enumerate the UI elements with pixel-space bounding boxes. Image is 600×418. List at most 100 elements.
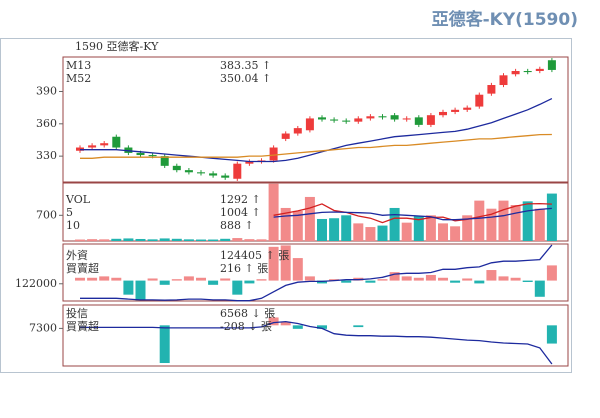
- candle-body: [148, 155, 157, 157]
- legend-name: 買賣超: [66, 261, 99, 275]
- bar: [317, 325, 327, 329]
- bar: [135, 280, 146, 301]
- bar: [171, 279, 182, 281]
- legend-value: 383.35 ↑: [220, 59, 271, 72]
- bar: [87, 277, 98, 281]
- candle-body: [535, 68, 544, 72]
- candle-body: [305, 118, 314, 131]
- bar: [208, 239, 219, 241]
- bar: [329, 279, 340, 281]
- bar: [232, 280, 243, 295]
- candle-body: [414, 117, 423, 125]
- bar: [546, 193, 557, 241]
- bar: [171, 238, 182, 241]
- candle-body: [318, 117, 326, 120]
- candle-body: [547, 60, 556, 70]
- bar: [196, 277, 206, 281]
- candle-body: [487, 85, 496, 94]
- candle-body: [112, 136, 121, 148]
- legend-name: VOL: [65, 193, 91, 206]
- bar: [123, 280, 134, 295]
- legend-name: 投信: [66, 306, 88, 320]
- bar: [341, 280, 352, 283]
- bar: [99, 239, 110, 241]
- bar: [99, 276, 110, 281]
- y-tick-label: 700: [36, 208, 57, 221]
- y-tick-label: 360: [36, 117, 57, 130]
- candle-body: [366, 116, 375, 119]
- page-title: 亞德客-KY(1590): [432, 9, 578, 30]
- line-series: [273, 207, 552, 221]
- bar: [220, 278, 231, 281]
- bar: [425, 274, 436, 281]
- legend-name: 10: [66, 219, 80, 232]
- bar: [292, 325, 303, 329]
- candle-body: [136, 152, 145, 156]
- candle-body: [378, 116, 387, 118]
- bar: [389, 272, 400, 281]
- candle-body: [172, 165, 181, 171]
- bar: [292, 258, 303, 281]
- legend-value: 124405 ↑ 張: [220, 249, 289, 262]
- candle-body: [100, 143, 109, 146]
- bar: [244, 280, 255, 284]
- candle-body: [426, 115, 435, 125]
- candle-body: [475, 94, 484, 107]
- bar: [268, 246, 279, 281]
- bar: [546, 325, 557, 344]
- bar: [244, 239, 255, 241]
- bar: [450, 226, 461, 241]
- bar: [75, 239, 85, 241]
- bar: [498, 276, 509, 281]
- y-tick-label: 122000: [15, 277, 57, 290]
- bar: [280, 321, 291, 326]
- candle-body: [293, 128, 302, 134]
- bar: [401, 276, 412, 281]
- panel-frame: [62, 56, 569, 183]
- bar: [498, 200, 509, 241]
- bar: [111, 277, 122, 281]
- panel-frame: [62, 243, 569, 302]
- bar: [413, 216, 424, 241]
- bar: [401, 222, 412, 241]
- legend-value: -208 ↓ 張: [220, 320, 272, 333]
- bar: [474, 280, 485, 284]
- bar: [147, 278, 158, 281]
- bar: [462, 215, 473, 241]
- candle-body: [354, 118, 363, 122]
- bar: [183, 239, 194, 241]
- bar: [292, 210, 303, 241]
- legend-value: 1004 ↑: [220, 206, 261, 219]
- bar: [341, 215, 352, 241]
- legend-name: 外資: [66, 249, 88, 262]
- bar: [438, 223, 448, 241]
- candle-body: [511, 71, 520, 75]
- chart-header: 1590 亞德客-KY: [75, 39, 159, 53]
- bar: [268, 317, 279, 326]
- bar: [425, 215, 436, 241]
- line-series: [80, 133, 552, 159]
- bar: [522, 280, 533, 282]
- candle-body: [439, 111, 447, 116]
- bar: [317, 218, 327, 241]
- panel-frame: [62, 304, 569, 367]
- candle-body: [233, 163, 242, 179]
- line-series: [80, 320, 553, 365]
- bar: [329, 218, 340, 241]
- bar: [438, 277, 448, 281]
- bar: [365, 280, 376, 283]
- bar: [462, 278, 473, 281]
- bar: [353, 223, 364, 241]
- legend-value: 888 ↑: [220, 219, 254, 232]
- line-series: [80, 98, 553, 163]
- bar: [450, 280, 461, 283]
- bar: [123, 238, 134, 241]
- bar: [256, 279, 267, 281]
- bar: [159, 280, 170, 285]
- bar: [111, 238, 122, 241]
- legend-name: 買賣超: [66, 319, 99, 333]
- candle-body: [390, 115, 399, 120]
- bar: [413, 277, 424, 281]
- bar: [304, 196, 315, 241]
